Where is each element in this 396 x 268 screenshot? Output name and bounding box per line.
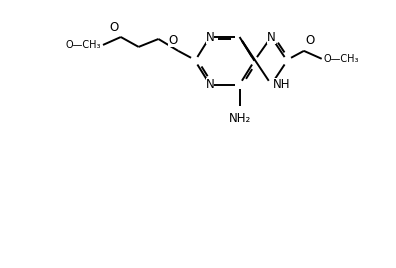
Text: N: N [206,78,214,91]
Text: O—CH₃: O—CH₃ [324,54,359,64]
Text: O: O [305,34,314,47]
Text: NH: NH [273,78,291,91]
Text: O: O [168,34,177,47]
Text: O: O [110,21,119,34]
Text: O—CH₃: O—CH₃ [65,40,101,50]
Text: N: N [206,31,214,43]
Text: N: N [267,31,276,43]
Text: NH₂: NH₂ [228,112,251,125]
